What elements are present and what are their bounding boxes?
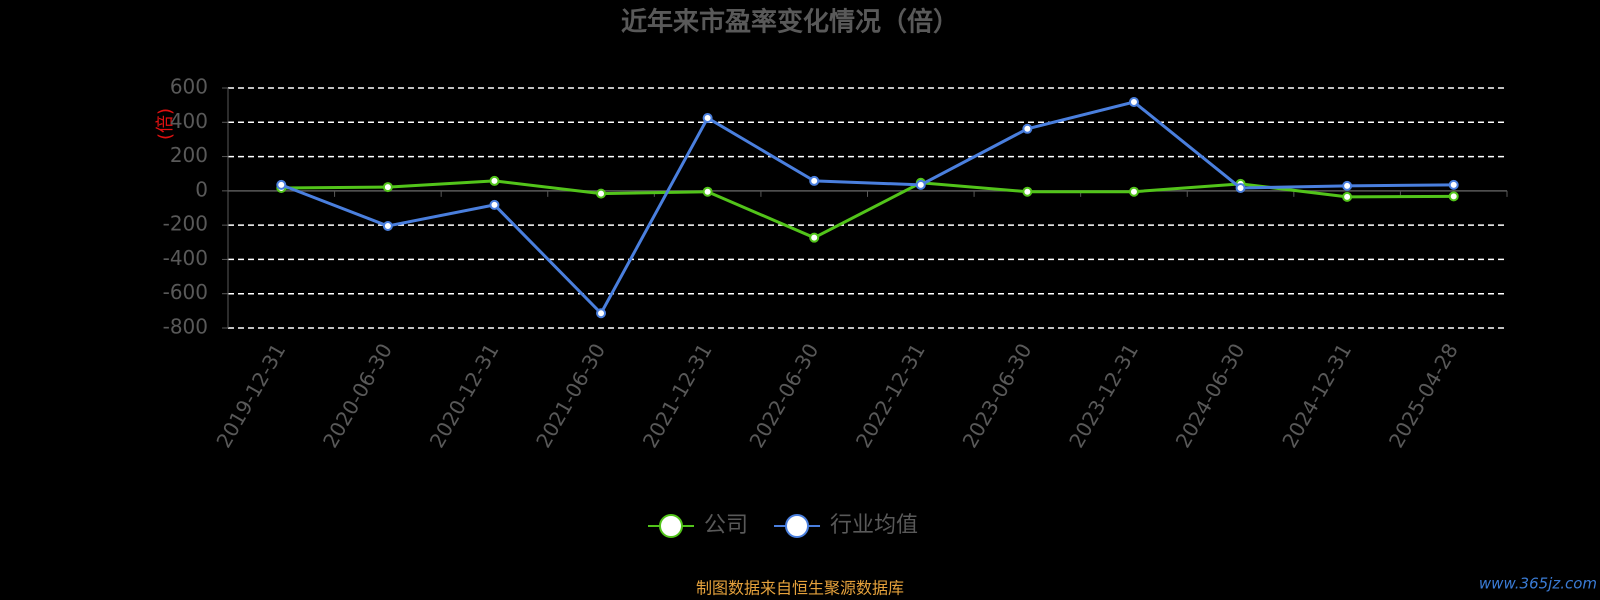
data-point: [596, 308, 607, 319]
legend-marker: [785, 514, 810, 538]
y-tick-label: -600: [163, 280, 208, 304]
y-tick-label: 600: [170, 75, 208, 99]
chart-title: 近年来市盈率变化情况（倍）: [621, 7, 959, 38]
data-point: [382, 182, 393, 193]
data-point: [1342, 191, 1353, 202]
data-point: [1235, 182, 1246, 193]
data-point: [702, 186, 713, 197]
data-point: [382, 221, 393, 231]
y-tick-label: 400: [170, 109, 208, 133]
source-note: 制图数据来自恒生聚源数据库: [696, 579, 904, 598]
legend-marker: [659, 514, 683, 538]
watermark: www.365jz.com: [1479, 575, 1597, 593]
data-point: [1128, 186, 1139, 197]
data-point: [596, 188, 607, 199]
data-point: [1128, 97, 1139, 108]
data-point: [702, 113, 713, 123]
legend-label: 公司: [704, 513, 748, 538]
data-point: [1448, 179, 1459, 190]
data-point: [489, 199, 500, 210]
data-point: [1342, 180, 1353, 191]
legend-label: 行业均值: [830, 513, 918, 538]
y-tick-label: 0: [195, 177, 208, 201]
y-axis-label: (倍): [155, 108, 176, 140]
series-line: [280, 100, 1454, 316]
y-tick-label: -200: [163, 212, 208, 236]
data-point: [809, 232, 820, 243]
data-point: [1448, 191, 1459, 202]
data-point: [276, 179, 287, 190]
data-point: [915, 179, 926, 190]
data-point: [809, 175, 820, 186]
data-point: [1022, 123, 1033, 134]
y-tick-label: 200: [170, 143, 208, 167]
series-line: [281, 179, 1454, 240]
data-point: [1022, 186, 1033, 197]
y-tick-label: -400: [163, 246, 208, 270]
y-tick-label: -800: [163, 315, 208, 339]
data-point: [489, 175, 500, 186]
